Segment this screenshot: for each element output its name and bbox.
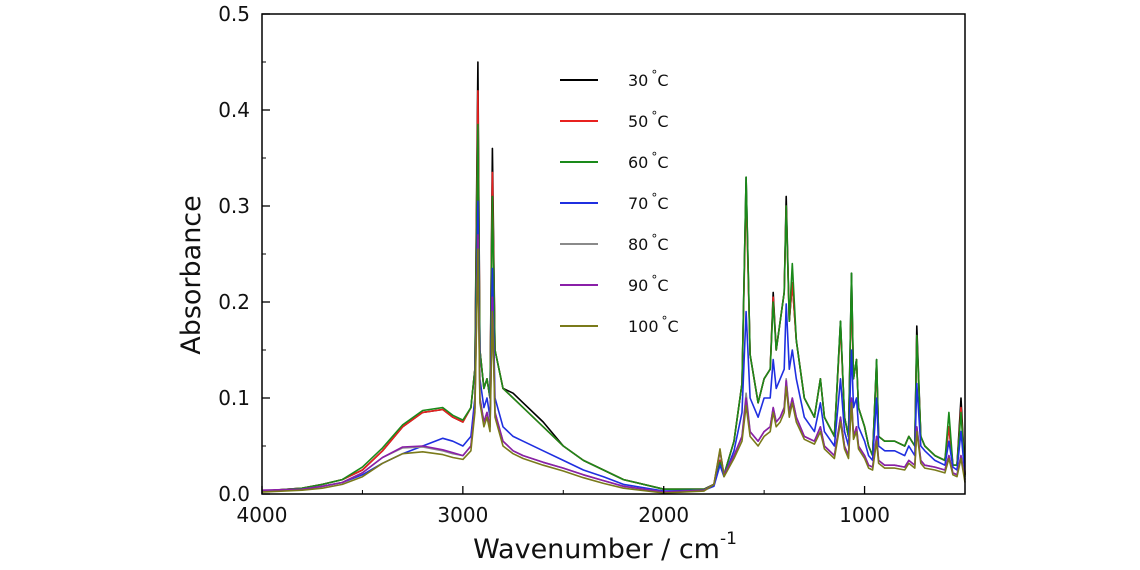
legend-label: 30 °C [628, 68, 669, 90]
y-tick-label: 0.2 [218, 290, 250, 314]
legend-label-value: 80 [628, 235, 648, 254]
legend-label: 90 °C [628, 273, 669, 295]
tick-layer: 4000 3000 2000 1000 0.0 0.1 0.2 0.3 0.4 0.5 [218, 2, 966, 527]
legend-label-value: 100 [628, 317, 659, 336]
y-tick-label: 0.1 [218, 386, 250, 410]
legend-label: 100 °C [628, 314, 679, 336]
series-line-80 [261, 238, 966, 493]
y-axis-title: Absorbance [176, 195, 207, 355]
legend-label: 80 °C [628, 232, 669, 254]
legend-label-degree: ° [651, 191, 657, 205]
legend-label-degree: ° [651, 68, 657, 82]
legend-label: 70 °C [628, 191, 669, 213]
legend-label-unit: C [657, 194, 668, 213]
legend-label-unit: C [657, 235, 668, 254]
y-tick-label: 0.4 [218, 98, 250, 122]
y-tick-label: 0.5 [218, 2, 250, 26]
legend-label: 60 °C [628, 150, 669, 172]
x-axis-title-superscript: -1 [720, 529, 737, 549]
series-line-30 [261, 61, 966, 492]
legend-label-degree: ° [651, 150, 657, 164]
legend-label-unit: C [657, 153, 668, 172]
legend-label-value: 50 [628, 112, 648, 131]
legend-label-degree: ° [651, 109, 657, 123]
x-axis-title-main: Wavenumber / cm [473, 534, 720, 565]
x-tick-label: 4000 [237, 503, 288, 527]
legend-label-value: 90 [628, 276, 648, 295]
legend-label-degree: ° [651, 273, 657, 287]
legend-label-value: 70 [628, 194, 648, 213]
legend-label-unit: C [657, 71, 668, 90]
legend-label-unit: C [657, 276, 668, 295]
y-tick-label: 0.3 [218, 194, 250, 218]
legend-label-value: 60 [628, 153, 648, 172]
legend-label-unit: C [668, 317, 679, 336]
series-line-70 [261, 200, 966, 492]
x-tick-label: 2000 [638, 503, 689, 527]
legend-label-degree: ° [662, 314, 668, 328]
legend-label-value: 30 [628, 71, 648, 90]
series-line-90 [261, 234, 966, 493]
legend-label: 50 °C [628, 109, 669, 131]
series-layer [261, 61, 966, 494]
legend-label-degree: ° [651, 232, 657, 246]
series-line-60 [261, 123, 966, 492]
x-tick-label: 3000 [437, 503, 488, 527]
y-tick-label: 0.0 [218, 482, 250, 506]
x-tick-label: 1000 [839, 503, 890, 527]
series-line-100 [261, 248, 966, 494]
legend-label-unit: C [657, 112, 668, 131]
x-axis-title: Wavenumber / cm-1 [473, 529, 737, 565]
plot-frame [261, 13, 966, 495]
